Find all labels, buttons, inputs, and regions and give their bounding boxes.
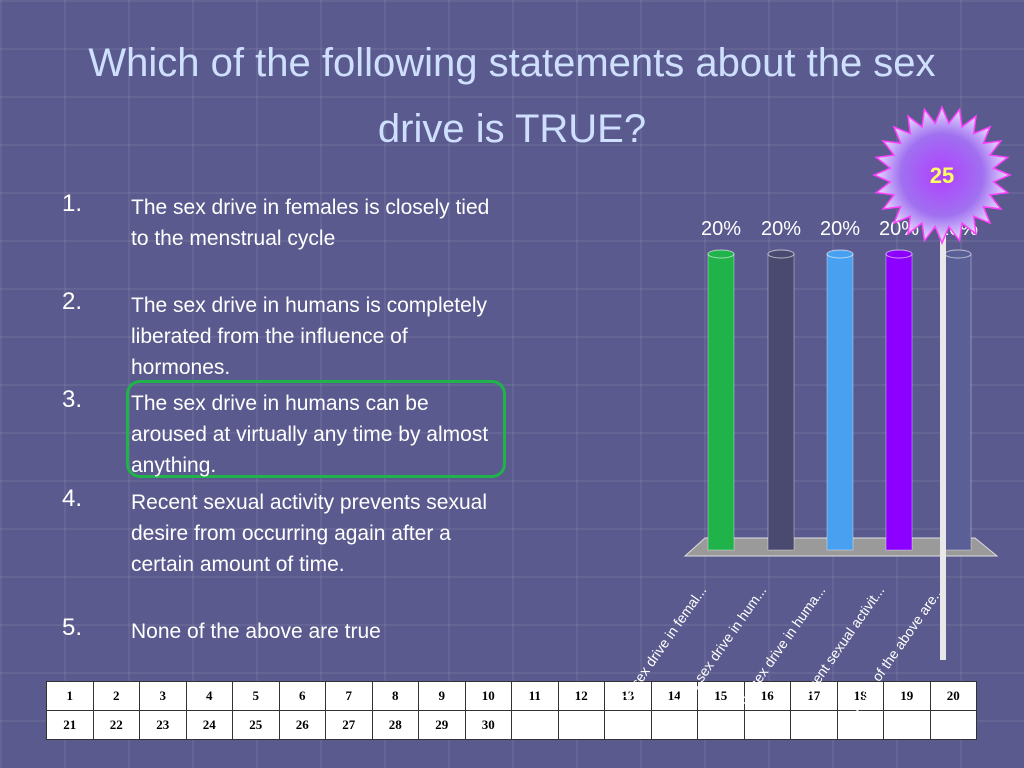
grid-cell: 23 — [139, 710, 187, 740]
grid-cell: 30 — [464, 710, 512, 740]
correct-answer-highlight — [126, 380, 506, 478]
bar-cap — [707, 249, 735, 259]
bar — [767, 253, 795, 551]
grid-cell — [883, 710, 931, 740]
grid-cell — [650, 710, 698, 740]
grid-cell: 15 — [697, 681, 745, 711]
option-text: Recent sexual activity prevents sexual d… — [131, 491, 488, 576]
bar — [885, 253, 913, 551]
grid-cell: 26 — [278, 710, 326, 740]
grid-cell — [790, 710, 838, 740]
grid-cell — [929, 710, 977, 740]
grid-cell — [511, 710, 559, 740]
grid-row: 21 22 23 24 25 26 27 28 29 30 — [46, 710, 977, 740]
option-text: None of the above are true — [131, 620, 381, 643]
grid-row: 1 2 3 4 5 6 7 8 9 10 11 12 13 14 15 16 17 18 19 20 — [46, 681, 977, 711]
grid-cell: 2 — [92, 681, 140, 711]
value-label: 20% — [761, 218, 801, 240]
grid-cell: 14 — [650, 681, 698, 711]
grid-cell — [604, 710, 652, 740]
grid-cell: 25 — [232, 710, 280, 740]
option: 2. The sex drive in humans is completely … — [62, 288, 512, 383]
option-number: 5. — [62, 614, 83, 641]
grid-cell: 3 — [139, 681, 187, 711]
slide-title: Which of the following statements about … — [88, 41, 936, 151]
grid-cell: 24 — [185, 710, 233, 740]
grid-cell: 16 — [743, 681, 791, 711]
bar-cap — [826, 249, 854, 259]
value-label: 20% — [820, 218, 860, 240]
option-number: 2. — [62, 288, 83, 315]
option: 5. None of the above are true — [62, 614, 512, 647]
bar — [826, 253, 854, 551]
timer-value: 25 — [930, 163, 954, 188]
option: 1. The sex drive in females is closely ti… — [62, 190, 512, 254]
grid-cell: 6 — [278, 681, 326, 711]
grid-cell: 13 — [604, 681, 652, 711]
bar-cap — [767, 249, 795, 259]
option-number: 3. — [62, 386, 83, 413]
option: 3. The sex drive in humans can be aroused… — [62, 386, 512, 481]
option-text: The sex drive in humans can be aroused a… — [131, 392, 489, 477]
grid-cell: 7 — [325, 681, 373, 711]
grid-cell: 10 — [464, 681, 512, 711]
option: 4. Recent sexual activity prevents sexual… — [62, 485, 512, 580]
timer-pole — [940, 200, 946, 660]
grid-cell: 27 — [325, 710, 373, 740]
option-number: 4. — [62, 485, 83, 512]
bar — [944, 253, 972, 551]
grid-cell: 5 — [232, 681, 280, 711]
option-number: 1. — [62, 190, 83, 217]
timer-starburst — [872, 105, 1012, 245]
grid-cell — [836, 710, 884, 740]
grid-cell: 28 — [371, 710, 419, 740]
grid-cell: 20 — [929, 681, 977, 711]
value-label: 20% — [701, 218, 741, 240]
grid-cell — [743, 710, 791, 740]
grid-cell: 19 — [883, 681, 931, 711]
grid-cell: 29 — [418, 710, 466, 740]
option-text: The sex drive in humans is completely li… — [131, 294, 487, 379]
option-text: The sex drive in females is closely tied… — [131, 196, 490, 250]
bar-cap — [944, 249, 972, 259]
grid-cell — [557, 710, 605, 740]
bar-cap — [885, 249, 913, 259]
response-grid: 1 2 3 4 5 6 7 8 9 10 11 12 13 14 15 16 17 18 19 20 21 22 23 24 2… — [46, 681, 977, 740]
bar — [707, 253, 735, 551]
